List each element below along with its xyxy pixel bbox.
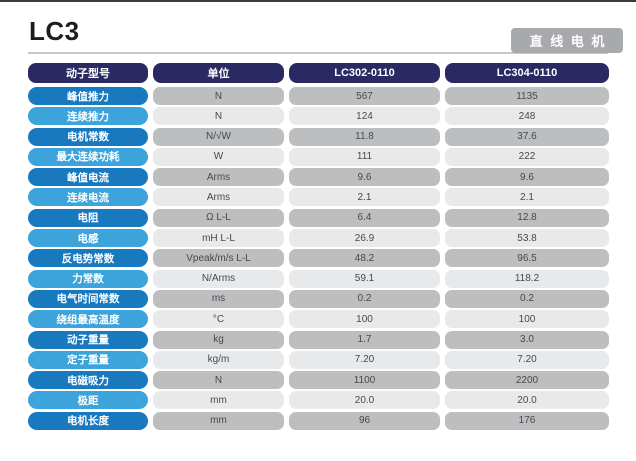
unit-cell: N [153, 87, 284, 105]
table-row: 电气时间常数 ms 0.2 0.2 [28, 289, 609, 308]
row-label: 最大连续功耗 [28, 147, 148, 166]
unit-cell: Arms [153, 188, 284, 207]
value-cell-lc302: 9.6 [289, 168, 440, 187]
value-cell-lc304: 53.8 [445, 229, 609, 248]
table-row: 绕组最高温度 °C 100 100 [28, 310, 609, 329]
value-cell-lc302: 567 [289, 87, 440, 105]
value-cell-lc304: 7.20 [445, 350, 609, 369]
column-header-lc304: LC304-0110 [445, 63, 609, 83]
table-row: 电磁吸力 N 1100 2200 [28, 371, 609, 390]
table-row: 力常数 N/Arms 59.1 118.2 [28, 269, 609, 288]
table-header-row: 动子型号 单位 LC302-0110 LC304-0110 [28, 63, 609, 83]
table-row: 连续推力 N 124 248 [28, 107, 609, 126]
value-cell-lc304: 1135 [445, 87, 609, 105]
row-label: 电气时间常数 [28, 289, 148, 308]
value-cell-lc304: 2200 [445, 371, 609, 390]
column-header-unit: 单位 [153, 63, 284, 83]
value-cell-lc302: 1100 [289, 371, 440, 390]
table-row: 反电势常数 Vpeak/m/s L-L 48.2 96.5 [28, 249, 609, 268]
unit-cell: Arms [153, 168, 284, 187]
page-title: LC3 [29, 16, 80, 46]
unit-cell: °C [153, 310, 284, 329]
value-cell-lc304: 3.0 [445, 330, 609, 349]
table-row: 动子重量 kg 1.7 3.0 [28, 330, 609, 349]
value-cell-lc304: 96.5 [445, 249, 609, 268]
value-cell-lc302: 26.9 [289, 229, 440, 248]
value-cell-lc304: 176 [445, 411, 609, 430]
value-cell-lc304: 248 [445, 107, 609, 126]
row-label: 电机常数 [28, 127, 148, 146]
table-row: 电机长度 mm 96 176 [28, 411, 609, 430]
table-row: 峰值推力 N 567 1135 [28, 87, 609, 105]
value-cell-lc304: 2.1 [445, 188, 609, 207]
unit-cell: Ω L-L [153, 208, 284, 227]
row-label: 电磁吸力 [28, 371, 148, 390]
unit-cell: W [153, 147, 284, 166]
row-label: 动子重量 [28, 330, 148, 349]
unit-cell: N [153, 107, 284, 126]
unit-cell: Vpeak/m/s L-L [153, 249, 284, 268]
value-cell-lc304: 100 [445, 310, 609, 329]
unit-cell: mm [153, 391, 284, 410]
value-cell-lc302: 124 [289, 107, 440, 126]
unit-cell: N [153, 371, 284, 390]
table-row: 电感 mH L-L 26.9 53.8 [28, 229, 609, 248]
value-cell-lc302: 1.7 [289, 330, 440, 349]
value-cell-lc304: 118.2 [445, 269, 609, 288]
table-row: 电机常数 N/√W 11.8 37.6 [28, 127, 609, 146]
value-cell-lc304: 222 [445, 147, 609, 166]
value-cell-lc304: 37.6 [445, 127, 609, 146]
row-label: 峰值推力 [28, 87, 148, 105]
table-body: 峰值推力 N 567 1135 连续推力 N 124 248 电机常数 N/√W… [28, 87, 609, 430]
table-row: 极距 mm 20.0 20.0 [28, 391, 609, 410]
column-header-lc302: LC302-0110 [289, 63, 440, 83]
row-label: 反电势常数 [28, 249, 148, 268]
value-cell-lc302: 100 [289, 310, 440, 329]
unit-cell: N/Arms [153, 269, 284, 288]
value-cell-lc302: 0.2 [289, 289, 440, 308]
top-border-rule [0, 0, 636, 2]
row-label: 电机长度 [28, 411, 148, 430]
value-cell-lc304: 20.0 [445, 391, 609, 410]
unit-cell: kg/m [153, 350, 284, 369]
table-row: 电阻 Ω L-L 6.4 12.8 [28, 208, 609, 227]
value-cell-lc304: 12.8 [445, 208, 609, 227]
value-cell-lc302: 96 [289, 411, 440, 430]
row-label: 绕组最高温度 [28, 310, 148, 329]
value-cell-lc302: 59.1 [289, 269, 440, 288]
table-row: 最大连续功耗 W 111 222 [28, 147, 609, 166]
row-label: 连续推力 [28, 107, 148, 126]
column-header-model: 动子型号 [28, 63, 148, 83]
value-cell-lc302: 2.1 [289, 188, 440, 207]
row-label: 电感 [28, 229, 148, 248]
spec-table: 动子型号 单位 LC302-0110 LC304-0110 峰值推力 N 567… [28, 63, 609, 430]
category-badge: 直 线 电 机 [511, 28, 623, 53]
value-cell-lc302: 7.20 [289, 350, 440, 369]
row-label: 电阻 [28, 208, 148, 227]
table-row: 峰值电流 Arms 9.6 9.6 [28, 168, 609, 187]
unit-cell: N/√W [153, 127, 284, 146]
value-cell-lc302: 6.4 [289, 208, 440, 227]
row-label: 力常数 [28, 269, 148, 288]
value-cell-lc302: 111 [289, 147, 440, 166]
unit-cell: ms [153, 289, 284, 308]
unit-cell: mm [153, 411, 284, 430]
unit-cell: mH L-L [153, 229, 284, 248]
row-label: 极距 [28, 391, 148, 410]
value-cell-lc302: 11.8 [289, 127, 440, 146]
value-cell-lc304: 0.2 [445, 289, 609, 308]
unit-cell: kg [153, 330, 284, 349]
value-cell-lc304: 9.6 [445, 168, 609, 187]
value-cell-lc302: 48.2 [289, 249, 440, 268]
table-row: 连续电流 Arms 2.1 2.1 [28, 188, 609, 207]
row-label: 连续电流 [28, 188, 148, 207]
table-row: 定子重量 kg/m 7.20 7.20 [28, 350, 609, 369]
title-underline [28, 52, 608, 54]
value-cell-lc302: 20.0 [289, 391, 440, 410]
row-label: 峰值电流 [28, 168, 148, 187]
row-label: 定子重量 [28, 350, 148, 369]
